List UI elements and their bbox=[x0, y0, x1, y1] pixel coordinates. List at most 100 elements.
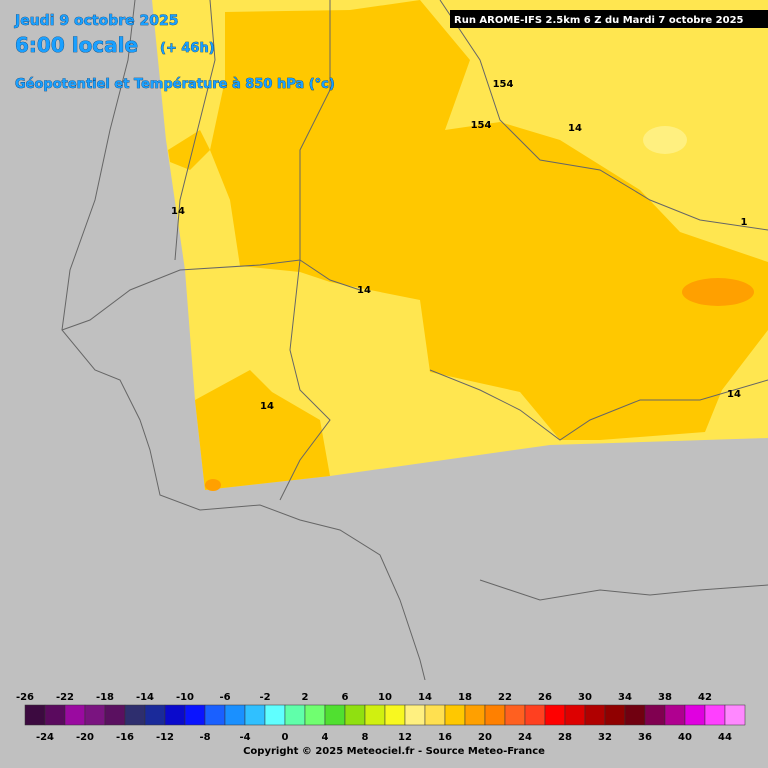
color-box bbox=[564, 704, 586, 726]
temp-zone-16 bbox=[682, 278, 754, 306]
scale-label: 40 bbox=[678, 732, 692, 743]
color-box bbox=[364, 704, 386, 726]
scale-label: 14 bbox=[418, 692, 432, 703]
scale-label: 22 bbox=[498, 692, 512, 703]
border-line bbox=[174, 0, 216, 261]
temp-zone-14 bbox=[210, 0, 768, 440]
color-box bbox=[224, 704, 246, 726]
temp-zone-14 bbox=[195, 370, 330, 490]
scale-label: 8 bbox=[362, 732, 369, 743]
color-box bbox=[544, 704, 566, 726]
scale-label: -12 bbox=[156, 732, 174, 743]
contour-label: 14 bbox=[171, 206, 185, 217]
scale-label: 20 bbox=[478, 732, 492, 743]
scale-label: 24 bbox=[518, 732, 532, 743]
date: Jeudi 9 octobre 2025 bbox=[14, 13, 178, 29]
color-box bbox=[424, 704, 446, 726]
color-box bbox=[444, 704, 466, 726]
scale-label: 16 bbox=[438, 732, 452, 743]
scale-label: -4 bbox=[239, 732, 250, 743]
coastline bbox=[61, 0, 441, 768]
scale-label: 18 bbox=[458, 692, 472, 703]
scale-label: 34 bbox=[618, 692, 632, 703]
scale-label: 30 bbox=[578, 692, 592, 703]
scale-label: 32 bbox=[598, 732, 612, 743]
scale-label: 38 bbox=[658, 692, 672, 703]
color-box bbox=[124, 704, 146, 726]
scale-label: 10 bbox=[378, 692, 392, 703]
color-box bbox=[104, 704, 126, 726]
contour-label: 14 bbox=[568, 123, 582, 134]
contour-label: 154 bbox=[493, 79, 514, 90]
scale-label: 36 bbox=[638, 732, 652, 743]
scale-label: 26 bbox=[538, 692, 552, 703]
scale-label: 4 bbox=[322, 732, 329, 743]
border-line bbox=[429, 369, 768, 441]
contour-label: 14 bbox=[357, 285, 371, 296]
contour-label: 14 bbox=[260, 401, 274, 412]
border-line bbox=[439, 0, 768, 231]
scale-label: -20 bbox=[76, 732, 94, 743]
temp-zone-14 bbox=[168, 130, 210, 170]
color-box bbox=[344, 704, 366, 726]
color-box bbox=[384, 704, 406, 726]
scale-label: 0 bbox=[282, 732, 289, 743]
scale-label: -10 bbox=[176, 692, 194, 703]
color-box bbox=[284, 704, 306, 726]
field-name: Géopotentiel et Température à 850 hPa (°… bbox=[15, 77, 335, 92]
scale-label: 2 bbox=[302, 692, 309, 703]
scale-label: -14 bbox=[136, 692, 154, 703]
scale-label: 12 bbox=[398, 732, 412, 743]
color-box bbox=[724, 704, 746, 726]
color-box bbox=[624, 704, 646, 726]
color-box bbox=[404, 704, 426, 726]
color-box bbox=[644, 704, 666, 726]
contour-label: 14 bbox=[727, 389, 741, 400]
border-line bbox=[479, 579, 768, 601]
border-line bbox=[279, 0, 331, 501]
color-box bbox=[464, 704, 486, 726]
color-box bbox=[704, 704, 726, 726]
scale-label: 42 bbox=[698, 692, 712, 703]
scale-label: 44 bbox=[718, 732, 732, 743]
run-info: Run AROME-IFS 2.5km 6 Z du Mardi 7 octob… bbox=[454, 15, 744, 26]
color-box bbox=[24, 704, 46, 726]
color-box bbox=[144, 704, 166, 726]
scale-label: 6 bbox=[342, 692, 349, 703]
color-box bbox=[584, 704, 606, 726]
color-box bbox=[484, 704, 506, 726]
color-box bbox=[204, 704, 226, 726]
color-box bbox=[324, 704, 346, 726]
scale-label: 28 bbox=[558, 732, 572, 743]
color-box bbox=[64, 704, 86, 726]
scale-label: -18 bbox=[96, 692, 114, 703]
scale-label: -22 bbox=[56, 692, 74, 703]
time: 6:00 locale bbox=[15, 33, 138, 57]
color-box bbox=[664, 704, 686, 726]
color-box bbox=[244, 704, 266, 726]
color-box bbox=[44, 704, 66, 726]
color-box bbox=[304, 704, 326, 726]
scale-label: -24 bbox=[36, 732, 54, 743]
color-box bbox=[524, 704, 546, 726]
color-box bbox=[604, 704, 626, 726]
copyright: Copyright © 2025 Meteociel.fr - Source M… bbox=[243, 746, 545, 757]
contour-label: 154 bbox=[471, 120, 492, 131]
color-box bbox=[504, 704, 526, 726]
scale-label: -2 bbox=[259, 692, 270, 703]
scale-label: -26 bbox=[16, 692, 34, 703]
scale-label: -16 bbox=[116, 732, 134, 743]
color-box bbox=[164, 704, 186, 726]
color-box bbox=[684, 704, 706, 726]
temp-zone-16 bbox=[205, 479, 221, 491]
color-box bbox=[84, 704, 106, 726]
border-line bbox=[61, 259, 361, 331]
scale-label: -8 bbox=[199, 732, 210, 743]
run-box bbox=[450, 10, 768, 28]
lead-time: (+ 46h) bbox=[160, 41, 215, 56]
color-box bbox=[264, 704, 286, 726]
color-box bbox=[184, 704, 206, 726]
contour-label: 1 bbox=[741, 217, 748, 228]
